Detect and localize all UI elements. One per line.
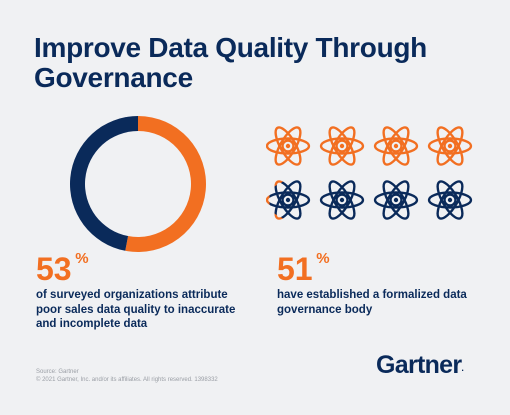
donut-slice-2 bbox=[70, 116, 138, 251]
stat-description-1-line-3: and incomplete data bbox=[36, 318, 148, 330]
stat-description-1-line-1: of surveyed organizations attribute bbox=[36, 289, 228, 301]
copyright-text: © 2021 Gartner, Inc. and/or its affiliat… bbox=[36, 377, 218, 383]
stat-description-2: have established a formalized data gover… bbox=[277, 288, 477, 317]
atom-icon bbox=[427, 126, 473, 166]
stat-description-1: of surveyed organizations attribute poor… bbox=[36, 288, 246, 332]
stat-description-2-line-1: have established a formalized data bbox=[277, 289, 467, 301]
atom-icon bbox=[373, 126, 419, 166]
stat-percent-2: % bbox=[316, 250, 330, 267]
stat-number-1: 53 bbox=[36, 251, 72, 287]
atom-icon bbox=[427, 180, 473, 220]
page-title: Improve Data Quality Through Governance bbox=[34, 33, 474, 93]
gartner-wordmark: Gartner bbox=[376, 351, 462, 379]
stat-percent-1: % bbox=[75, 250, 89, 267]
gartner-logo-dot: . bbox=[461, 363, 464, 373]
stat-block-2: 51% have established a formalized data g… bbox=[277, 251, 477, 317]
stat-block-1: 53% of surveyed organizations attribute … bbox=[36, 251, 246, 332]
stat-description-2-line-2: governance body bbox=[277, 303, 373, 316]
stat-value-1: 53% bbox=[36, 251, 89, 287]
atom-icon bbox=[266, 180, 311, 220]
stat-description-1-line-2: poor sales data quality to inaccurate bbox=[36, 303, 236, 316]
gartner-logo: Gartner. bbox=[376, 351, 464, 380]
donut-slice-1 bbox=[125, 116, 207, 253]
stat-number-2: 51 bbox=[277, 251, 313, 287]
atom-icon bbox=[266, 126, 311, 166]
stat-value-2: 51% bbox=[277, 251, 330, 287]
atom-pictogram bbox=[266, 126, 473, 220]
atom-icon bbox=[319, 180, 365, 220]
atom-icon bbox=[373, 180, 419, 220]
donut-chart bbox=[70, 116, 207, 253]
source-text: Source: Gartner bbox=[36, 369, 79, 375]
title-line-2: Governance bbox=[34, 62, 193, 93]
atom-icon bbox=[319, 126, 365, 166]
title-line-1: Improve Data Quality Through bbox=[34, 32, 427, 63]
footer-source: Source: Gartner © 2021 Gartner, Inc. and… bbox=[36, 368, 218, 384]
